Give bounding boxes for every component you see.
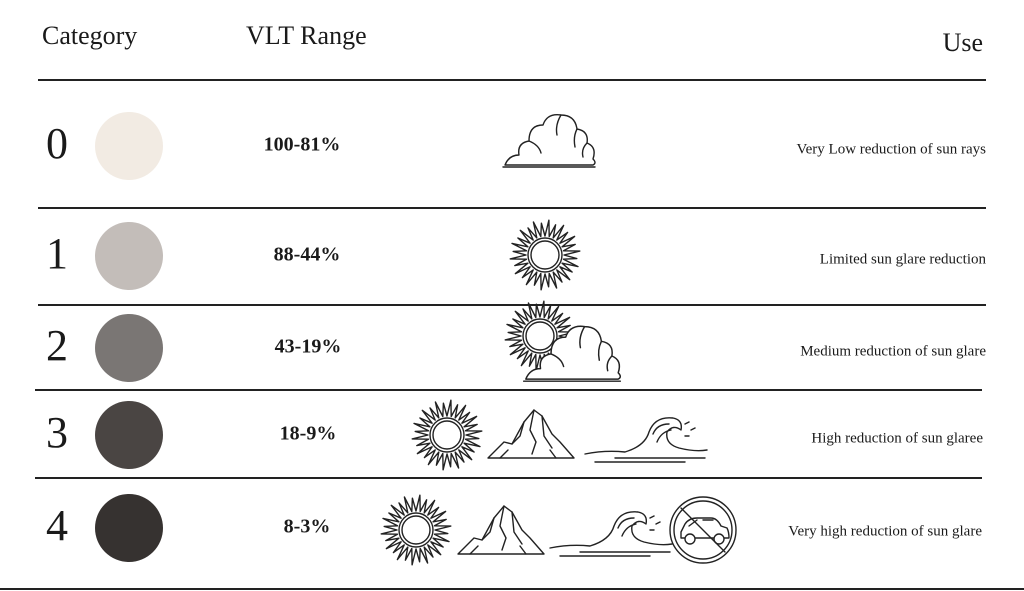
use-description: High reduction of sun glaree xyxy=(811,430,983,446)
use-description: Medium reduction of sun glare xyxy=(800,343,986,359)
header-category: Category xyxy=(42,21,137,50)
vlt-range: 88-44% xyxy=(274,244,341,266)
use-description: Very high reduction of sun glare xyxy=(788,523,982,539)
header-range: VLT Range xyxy=(246,21,367,50)
vlt-range: 8-3% xyxy=(284,516,331,538)
icons xyxy=(380,114,737,566)
vlt-range: 100-81% xyxy=(264,134,341,156)
category-number: 4 xyxy=(46,501,68,550)
icon xyxy=(487,409,575,459)
icon xyxy=(669,496,737,564)
tint-swatch xyxy=(95,112,163,180)
icon xyxy=(509,219,581,291)
vlt-range: 18-9% xyxy=(280,423,337,445)
icon xyxy=(549,511,673,557)
category-number: 3 xyxy=(46,408,68,457)
icon xyxy=(457,505,545,555)
category-number: 0 xyxy=(46,119,68,168)
header-use: Use xyxy=(943,28,983,57)
tint-swatch xyxy=(95,222,163,290)
tint-swatch xyxy=(95,401,163,469)
tint-swatch xyxy=(95,494,163,562)
category-number: 1 xyxy=(46,229,68,278)
icon xyxy=(411,399,483,471)
icon xyxy=(380,494,452,566)
category-number: 2 xyxy=(46,321,68,370)
vlt-range: 43-19% xyxy=(275,336,342,358)
icon xyxy=(502,114,596,168)
use-description: Very Low reduction of sun rays xyxy=(796,141,986,157)
tint-swatch xyxy=(95,314,163,382)
icon xyxy=(584,417,708,463)
use-description: Limited sun glare reduction xyxy=(820,251,987,267)
